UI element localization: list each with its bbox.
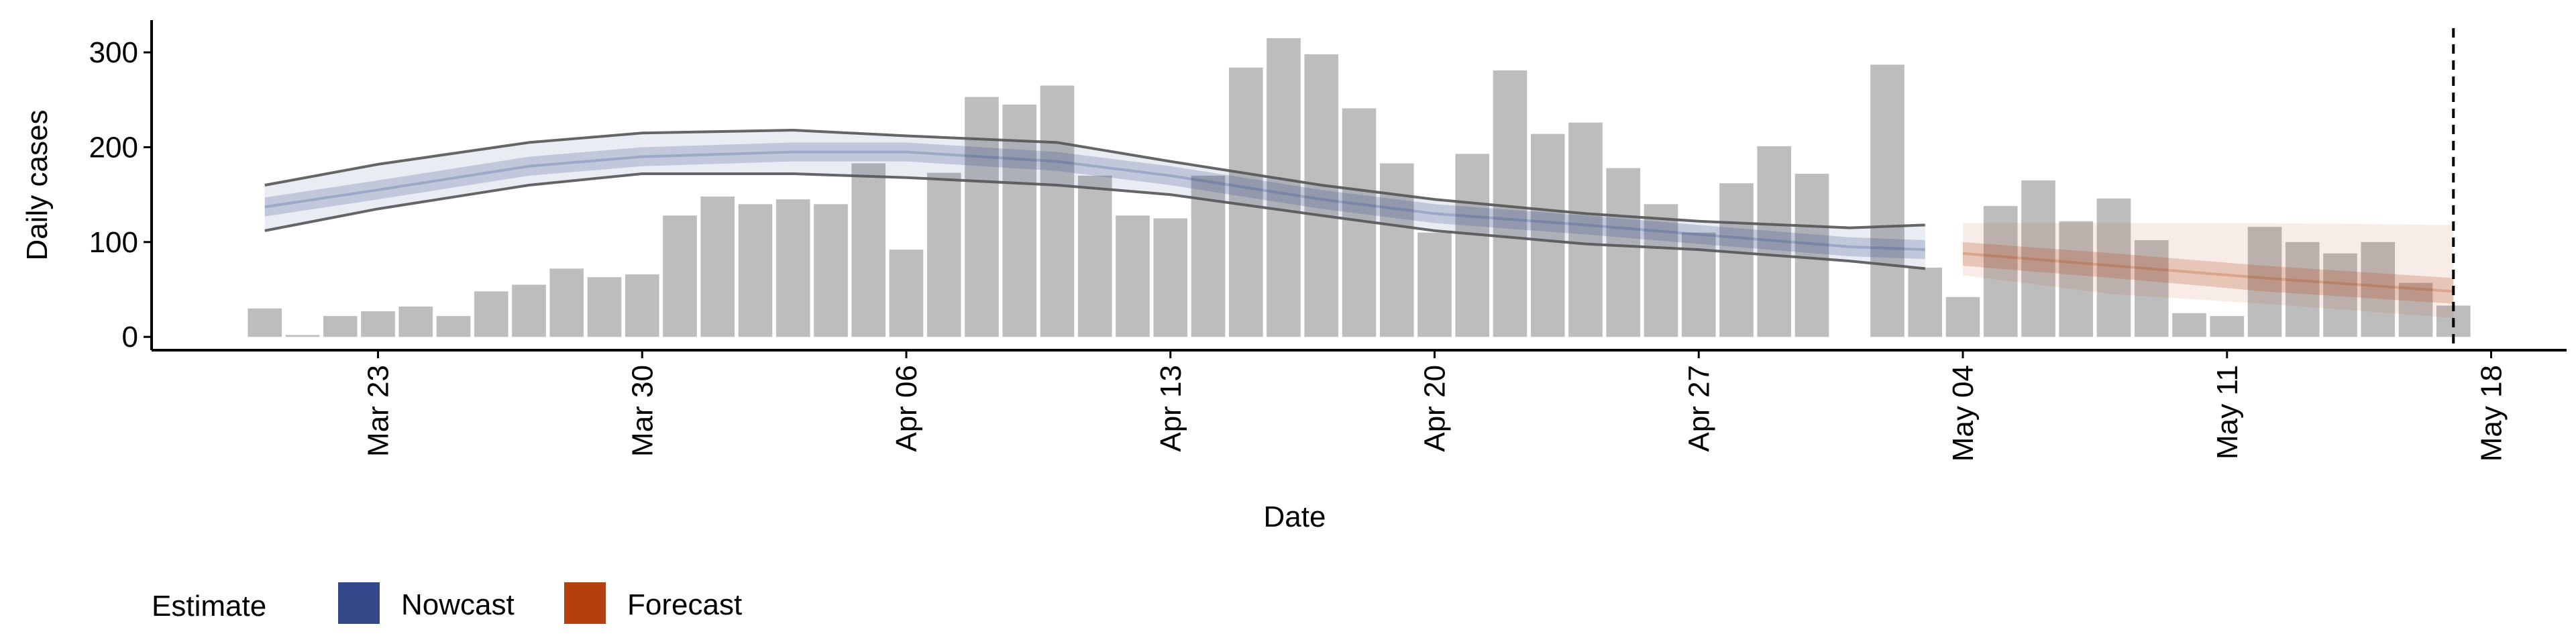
ribbon-90 [264, 130, 1925, 269]
bar [1568, 122, 1603, 337]
x-tick-label: Mar 30 [626, 365, 659, 457]
median-line [264, 150, 1925, 252]
legend-label: Forecast [627, 588, 742, 621]
bar [2172, 313, 2206, 337]
x-tick-label: Apr 27 [1682, 365, 1715, 452]
bar [1644, 204, 1678, 337]
bar [1794, 174, 1829, 337]
legend-swatch [564, 582, 606, 624]
bar [248, 308, 282, 337]
bar [1153, 218, 1188, 337]
bar [2134, 240, 2169, 337]
y-tick-label: 200 [89, 131, 138, 164]
bar [285, 335, 320, 337]
x-tick-label: May 18 [2475, 365, 2508, 462]
bar [2096, 198, 2131, 337]
bar [1417, 232, 1452, 337]
legend-title: Estimate [152, 590, 266, 623]
bar [474, 291, 508, 337]
bar [889, 250, 924, 337]
ribbon-50 [1963, 241, 2454, 304]
bar [1530, 133, 1565, 337]
bar [323, 316, 358, 337]
y-tick-label: 0 [122, 321, 138, 354]
bar [1757, 146, 1792, 337]
x-tick-label: May 11 [2211, 365, 2244, 460]
bar [775, 199, 810, 337]
bar [738, 204, 773, 337]
bar [1304, 54, 1339, 337]
bar [1908, 268, 1943, 337]
bar [1493, 70, 1527, 337]
bar [663, 215, 697, 337]
bar [512, 284, 546, 337]
bar [398, 306, 433, 337]
bar [814, 204, 848, 337]
bar [851, 163, 886, 337]
bar [1002, 104, 1037, 337]
bar [1379, 163, 1414, 337]
ribbon-50 [264, 142, 1925, 260]
bar [1455, 154, 1490, 337]
bar [625, 274, 659, 337]
legend-swatch [338, 582, 380, 624]
bar [1077, 175, 1112, 337]
y-axis-title: Daily cases [21, 110, 54, 261]
bar [1606, 168, 1641, 337]
bar [1870, 64, 1904, 337]
x-tick-label: May 04 [1947, 365, 1980, 462]
x-axis-title: Date [1264, 500, 1326, 533]
x-tick-label: Mar 23 [362, 365, 395, 457]
bar [2398, 282, 2433, 337]
bar [700, 196, 735, 337]
bar [1945, 297, 1980, 337]
bar [965, 97, 999, 337]
ribbon-90 [1963, 223, 2454, 318]
bar [2059, 221, 2094, 337]
bar [549, 268, 584, 337]
x-tick-label: Apr 06 [890, 365, 923, 452]
bar [2247, 227, 2282, 337]
bound-line [264, 128, 1925, 229]
bar [1983, 206, 2018, 337]
bar [2021, 180, 2055, 337]
bound-line [264, 172, 1925, 270]
y-tick-label: 100 [89, 226, 138, 259]
bar [1040, 85, 1075, 337]
bar [1267, 38, 1301, 337]
bar [436, 316, 471, 337]
bar [926, 172, 961, 337]
x-tick-label: Apr 20 [1419, 365, 1452, 452]
bar [2323, 253, 2357, 337]
bar [2361, 241, 2396, 337]
bar [1116, 215, 1150, 337]
bar [2285, 241, 2320, 337]
bar [361, 311, 395, 337]
bar [1719, 183, 1754, 337]
bar [587, 277, 622, 337]
x-tick-label: Apr 13 [1155, 365, 1187, 452]
median-line [1962, 252, 2454, 293]
legend-label: Nowcast [401, 588, 515, 621]
y-tick-label: 300 [89, 36, 138, 69]
bar [2210, 316, 2245, 337]
